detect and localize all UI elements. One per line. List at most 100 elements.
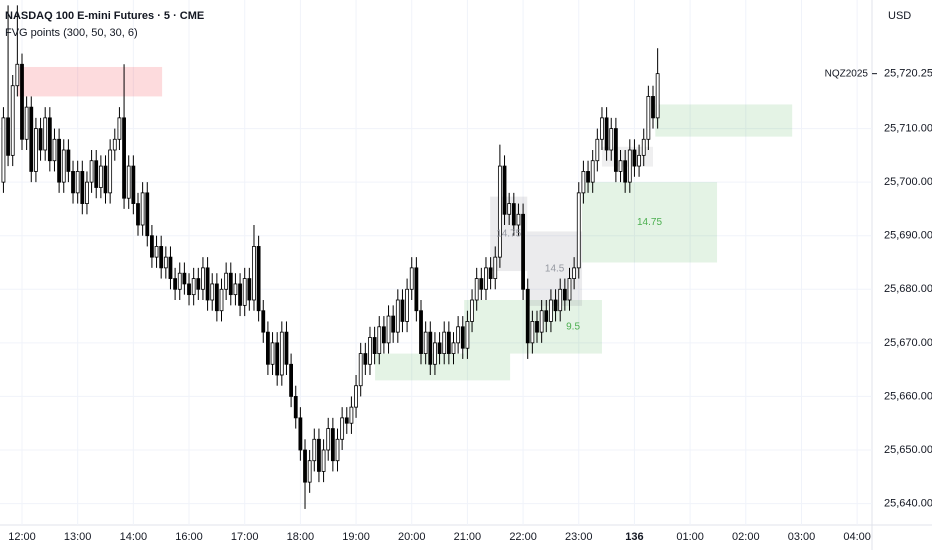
candle-body	[140, 192, 145, 226]
x-tick-label: 19:00	[342, 531, 370, 543]
y-tick-label: 25,680.00	[884, 283, 932, 295]
candle-body	[460, 326, 465, 349]
candle-body	[284, 331, 289, 365]
candle-body	[15, 63, 20, 87]
candle-body	[344, 417, 349, 424]
candle-body	[539, 310, 544, 333]
candle-body	[419, 310, 423, 354]
candle-body	[474, 278, 479, 301]
candle-body	[94, 160, 99, 188]
candle-body	[145, 192, 150, 237]
candle-body	[451, 342, 456, 354]
candle-body	[29, 106, 34, 172]
candle-body	[442, 331, 447, 354]
y-tick-label: 25,660.00	[884, 390, 932, 402]
candle-body	[470, 299, 474, 322]
candle-body	[43, 117, 48, 151]
candle-body	[535, 321, 539, 333]
candle-body	[131, 165, 136, 204]
candle-body	[446, 331, 451, 354]
x-tick-label: 17:00	[231, 531, 259, 543]
candle-body	[433, 342, 437, 365]
candle-body	[437, 342, 442, 354]
x-tick-label: 22:00	[509, 531, 537, 543]
candle-body	[228, 272, 233, 296]
candle-body	[377, 326, 382, 354]
candle-body	[414, 267, 419, 312]
y-tick-label: 25,640.00	[884, 497, 932, 509]
candle-body	[233, 283, 238, 296]
candle-body	[136, 203, 140, 226]
fvg-label: 14.75	[637, 217, 662, 228]
candle-body	[423, 331, 428, 354]
x-tick-label: 03:00	[788, 531, 816, 543]
candle-body	[511, 203, 516, 226]
candle-body	[293, 396, 298, 419]
candle-body	[562, 288, 567, 301]
candle-body	[34, 128, 38, 172]
x-tick-label: 12:00	[8, 531, 36, 543]
fvg-label: 14.75	[496, 228, 521, 239]
y-tick-label: 25,710.00	[884, 122, 932, 134]
candle-body	[298, 417, 303, 451]
fvg-box	[582, 182, 718, 263]
candle-body	[154, 246, 159, 258]
candle-body	[516, 213, 521, 226]
candle-body	[553, 299, 558, 312]
candle-body	[270, 342, 275, 365]
candle-body	[358, 353, 363, 387]
candle-body	[349, 406, 354, 424]
candle-body	[465, 321, 470, 349]
fvg-label: 14.5	[545, 263, 565, 274]
candle-body	[549, 299, 553, 322]
candle-body	[266, 331, 270, 365]
candle-body	[335, 438, 340, 462]
candle-body	[488, 267, 493, 279]
fvg-box	[655, 104, 793, 137]
candle-body	[80, 171, 85, 204]
candle-body	[405, 288, 409, 322]
candle-body	[61, 149, 66, 183]
candle-body	[71, 171, 75, 194]
candle-body	[386, 315, 391, 344]
candle-body	[89, 160, 94, 183]
candle-body	[326, 428, 331, 451]
candle-body	[57, 138, 62, 183]
candle-body	[609, 128, 614, 151]
candle-body	[340, 417, 345, 440]
candle-body	[201, 267, 205, 290]
candle-body	[279, 331, 284, 376]
y-tick-label: 25,650.00	[884, 444, 932, 456]
x-tick-label: 21:00	[454, 531, 482, 543]
candle-body	[544, 310, 549, 322]
candle-body	[242, 278, 247, 306]
y-tick-label: 25,670.00	[884, 337, 932, 349]
candle-body	[590, 160, 595, 183]
candle-body	[479, 278, 484, 290]
candle-body	[600, 117, 604, 140]
candle-body	[24, 106, 29, 140]
x-tick-label: 23:00	[565, 531, 593, 543]
candle-body	[613, 128, 618, 172]
candle-body	[182, 272, 187, 285]
candle-body	[303, 449, 307, 483]
candle-body	[173, 278, 178, 290]
candle-body	[595, 138, 600, 162]
candle-body	[98, 165, 103, 188]
candle-body	[502, 165, 507, 215]
candle-body	[307, 460, 312, 483]
candle-body	[85, 181, 89, 204]
candle-body	[150, 235, 154, 258]
candle-body	[108, 149, 113, 194]
fvg-label: 9.5	[566, 321, 580, 332]
candle-body	[20, 63, 24, 140]
candle-body	[177, 272, 182, 290]
x-tick-label: 13:00	[64, 531, 92, 543]
candle-body	[256, 246, 261, 312]
candle-body	[126, 165, 131, 199]
candle-body	[428, 331, 433, 365]
candle-body	[372, 337, 377, 354]
candle-body	[525, 288, 530, 344]
